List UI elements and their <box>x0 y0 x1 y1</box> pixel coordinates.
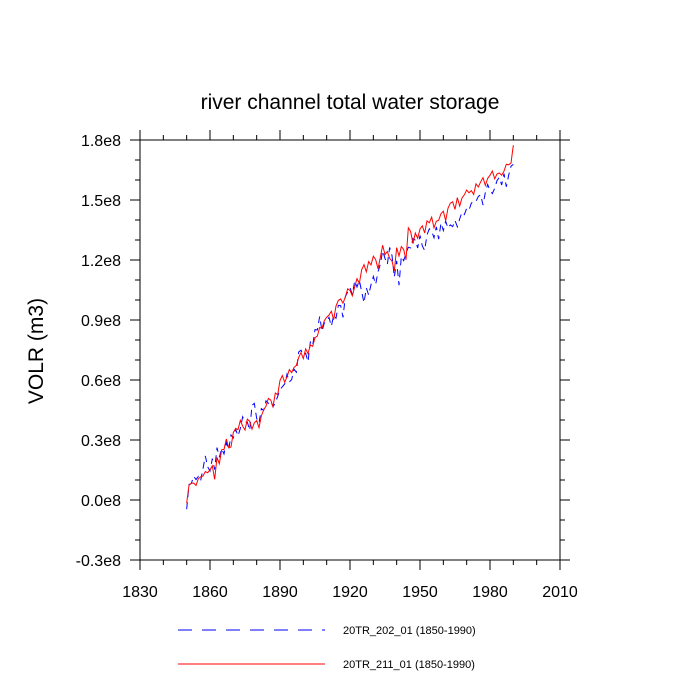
legend-label-series-1: 20TR_202_01 (1850-1990) <box>343 625 476 637</box>
x-tick-label: 2010 <box>542 584 578 601</box>
y-tick-label: 0.3e8 <box>81 433 121 450</box>
x-tick-label: 1830 <box>122 584 158 601</box>
series-line-1 <box>186 164 514 510</box>
x-tick-label: 1980 <box>472 584 508 601</box>
legend: 20TR_202_01 (1850-1990) 20TR_211_01 (185… <box>178 625 476 671</box>
chart-title: river channel total water storage <box>201 91 500 114</box>
x-tick-label: 1920 <box>332 584 368 601</box>
axis-ticks <box>130 130 570 570</box>
plot-frame <box>139 139 561 561</box>
x-tick-label: 1950 <box>402 584 438 601</box>
legend-label-series-2: 20TR_211_01 (1850-1990) <box>343 659 475 671</box>
y-axis-label: VOLR (m3) <box>25 298 48 404</box>
y-tick-label: 1.2e8 <box>81 253 121 270</box>
y-tick-label: -0.3e8 <box>76 553 121 570</box>
x-tick-label: 1890 <box>262 584 298 601</box>
y-tick-labels: -0.3e8 0.0e8 0.3e8 0.6e8 0.9e8 1.2e8 1.5e8 1.8e… <box>76 133 121 570</box>
y-tick-label: 0.9e8 <box>81 313 121 330</box>
series-lines <box>186 145 514 510</box>
series-line-2 <box>186 145 514 504</box>
y-tick-label: 0.0e8 <box>81 493 121 510</box>
x-tick-labels: 1830 1860 1890 1920 1950 1980 2010 <box>122 584 578 601</box>
y-tick-label: 1.8e8 <box>81 133 121 150</box>
x-tick-label: 1860 <box>192 584 228 601</box>
y-tick-label: 0.6e8 <box>81 373 121 390</box>
y-tick-label: 1.5e8 <box>81 193 121 210</box>
